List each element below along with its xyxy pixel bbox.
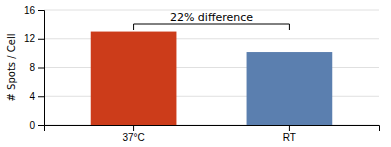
y-tick: 4 [29,91,44,102]
y-tick: 8 [29,62,44,73]
x-tick-label: RT [283,132,296,143]
y-tick-mark [38,125,44,126]
grid [44,10,379,125]
chart: 0 4 8 12 16 37°C RT 22% difference # Spots / Cel… [0,0,391,147]
y-tick-label: 0 [29,120,35,131]
y-tick-label: 4 [29,91,35,102]
bracket [134,24,290,30]
y-tick: 16 [24,5,44,16]
bar [247,52,333,125]
x-axis-line [45,126,380,132]
x-tick-label: 37°C [122,132,144,143]
plot: 0 4 8 12 16 37°C RT 22% difference [24,5,380,143]
y-tick-mark [38,68,44,69]
y-tick-label: 12 [24,33,36,44]
x-axis: 37°C RT [45,125,380,143]
y-axis-title: # Spots / Cell [6,34,17,102]
y-tick-label: 8 [29,62,35,73]
x-tick-mark [133,125,134,131]
bracket-line [134,24,290,30]
annotation: 22% difference [170,11,253,24]
y-axis: 0 4 8 12 16 [24,5,45,131]
bars [91,32,333,125]
bar [91,32,177,125]
y-tick: 0 [29,120,44,131]
x-tick: 37°C [122,125,144,143]
x-tick-mark [289,125,290,131]
y-tick-mark [38,39,44,40]
y-tick-mark [38,96,44,97]
y-tick-mark [38,10,44,11]
y-axis-line [38,11,45,126]
y-tick-label: 16 [24,5,36,16]
x-tick: RT [283,125,296,143]
y-tick: 12 [24,33,44,44]
